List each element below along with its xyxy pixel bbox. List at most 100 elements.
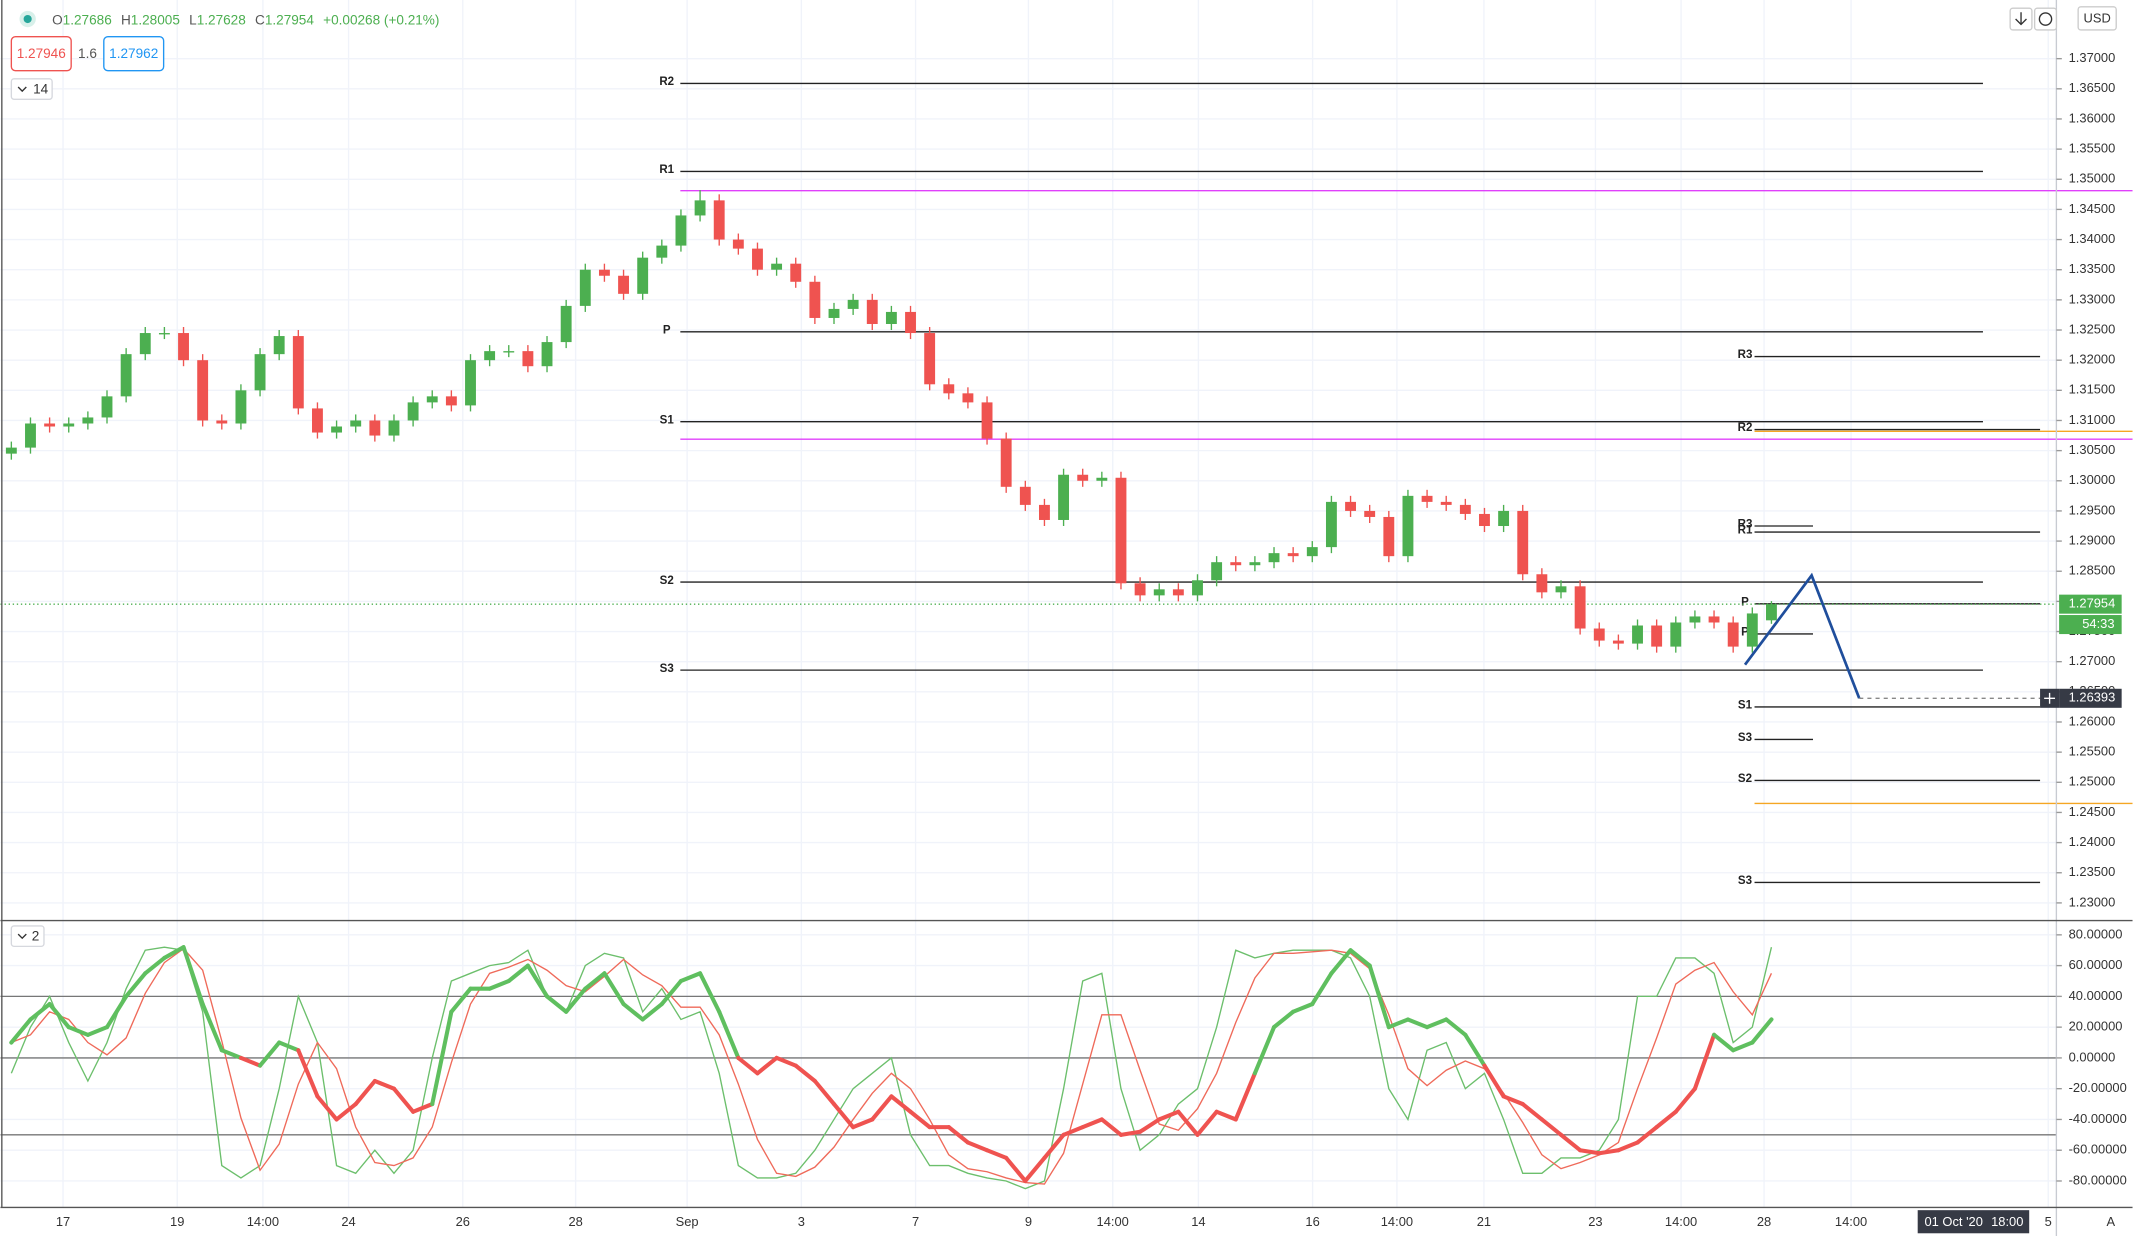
currency: USD: [2084, 10, 2111, 25]
candle-body: [1536, 574, 1548, 593]
candle-body: [1440, 501, 1452, 505]
candle-body: [885, 311, 897, 324]
y-tick-label: 1.32500: [2069, 321, 2116, 336]
auto-scale-button[interactable]: A: [2106, 1214, 2115, 1229]
oscillator-segment: [1558, 1132, 1583, 1153]
candle-body: [1039, 504, 1050, 520]
oscillator-segment: [1176, 1109, 1200, 1137]
oscillator-segment: [1520, 1102, 1544, 1122]
candle-body: [924, 333, 936, 385]
x-tick-label: 28: [568, 1214, 582, 1229]
symbol-icon-dot: [23, 14, 32, 24]
indicators-toggle[interactable]: [10, 78, 53, 100]
pivot-label: S3: [660, 663, 674, 675]
oscillator-segment: [1616, 1140, 1640, 1153]
candle-body: [197, 360, 209, 421]
oscillator-segment: [9, 1017, 33, 1045]
oscillator-segment: [258, 1040, 282, 1068]
candle-body: [1479, 513, 1490, 527]
oscillator-segment: [1271, 1009, 1296, 1030]
candle-body: [1746, 613, 1758, 647]
y-tick-label: 1.34000: [2069, 231, 2116, 246]
x-tick-label: 7: [912, 1214, 919, 1229]
x-cursor-label: 18:00: [1991, 1214, 2023, 1229]
oscillator-segment: [1425, 1017, 1449, 1030]
candle-body: [484, 351, 496, 361]
candle-body: [1325, 501, 1337, 548]
candle-body: [732, 239, 744, 249]
countdown-label: 54:33: [2082, 616, 2114, 631]
y-tick-label: 1.27000: [2069, 653, 2116, 668]
arrow-icon: [2015, 12, 2027, 26]
y-tick-label: -40.00000: [2069, 1111, 2127, 1126]
candle-body: [25, 423, 36, 448]
candle-body: [809, 281, 821, 318]
oscillator-segment: [372, 1078, 397, 1091]
candle-body: [1708, 616, 1720, 623]
candle-body: [388, 420, 400, 436]
oscillator-segment: [391, 1086, 416, 1114]
pivot-label: P: [663, 325, 671, 337]
candle-body: [905, 311, 916, 334]
x-tick-label: 17: [56, 1214, 70, 1229]
pivot-label: S1: [1738, 700, 1753, 712]
candle-body: [771, 263, 783, 270]
oscillator-segment: [1214, 1109, 1238, 1122]
candle-body: [292, 336, 304, 409]
y-tick-label: 1.29000: [2069, 532, 2116, 547]
candle-body: [1651, 625, 1663, 647]
candle-body: [618, 275, 629, 294]
pane-toggle[interactable]: [10, 925, 45, 948]
oscillator-segment: [774, 1055, 798, 1068]
candle-body: [158, 333, 170, 335]
pivot-label: P: [1741, 596, 1749, 608]
y-tick-label: 1.37000: [2069, 50, 2116, 65]
oscillator-segment: [1023, 1155, 1047, 1184]
candle-body: [1555, 586, 1567, 593]
x-tick-label: 14:00: [247, 1214, 279, 1229]
oscillator-segment: [965, 1140, 990, 1153]
candle-body: [1727, 622, 1739, 647]
candle-body: [5, 447, 17, 454]
candle-body: [1345, 501, 1356, 511]
candle-body: [1306, 547, 1318, 557]
candle-body: [1000, 438, 1012, 487]
oscillator-segment: [831, 1102, 856, 1130]
candle-body: [331, 426, 343, 433]
candle-body: [101, 396, 113, 418]
oscillator-segment: [755, 1055, 779, 1076]
pivot-label: R2: [659, 76, 674, 88]
candle-body: [637, 257, 649, 294]
oscillator-segment: [1138, 1117, 1162, 1134]
indicator-count: 14: [33, 81, 49, 96]
oscillator-segment: [1348, 948, 1372, 968]
oscillator-segment: [66, 1025, 90, 1037]
candle-body: [1383, 516, 1395, 557]
x-tick-label: 5: [2045, 1214, 2052, 1229]
buy-price: 1.27962: [109, 46, 158, 61]
sell-price: 1.27946: [17, 46, 66, 61]
pivot-label: R2: [1738, 422, 1753, 434]
sell-button[interactable]: [10, 36, 72, 72]
buy-button[interactable]: [103, 36, 165, 72]
candle-body: [445, 396, 457, 406]
oscillator-segment: [1042, 1132, 1066, 1160]
x-tick-label: 26: [456, 1214, 470, 1229]
oscillator-segment: [1750, 1017, 1774, 1045]
reset-button[interactable]: [2033, 7, 2058, 31]
candle-body: [866, 299, 878, 324]
candle-body: [1459, 504, 1471, 514]
candle-body: [139, 333, 151, 355]
oscillator-segment: [219, 1048, 243, 1060]
y-tick-label: 1.30000: [2069, 472, 2116, 487]
candle-body: [522, 351, 534, 367]
oscillator-segment: [1578, 1148, 1602, 1156]
grid: [0, 0, 2057, 1208]
candle-body: [560, 305, 572, 343]
oscillator-segment: [506, 963, 530, 984]
countdown-box: [2059, 615, 2122, 635]
x-tick-label: 9: [1025, 1214, 1032, 1229]
currency-button[interactable]: [2077, 6, 2117, 31]
x-tick-label: 14:00: [1097, 1214, 1129, 1229]
oscillator-segment: [277, 1040, 301, 1053]
